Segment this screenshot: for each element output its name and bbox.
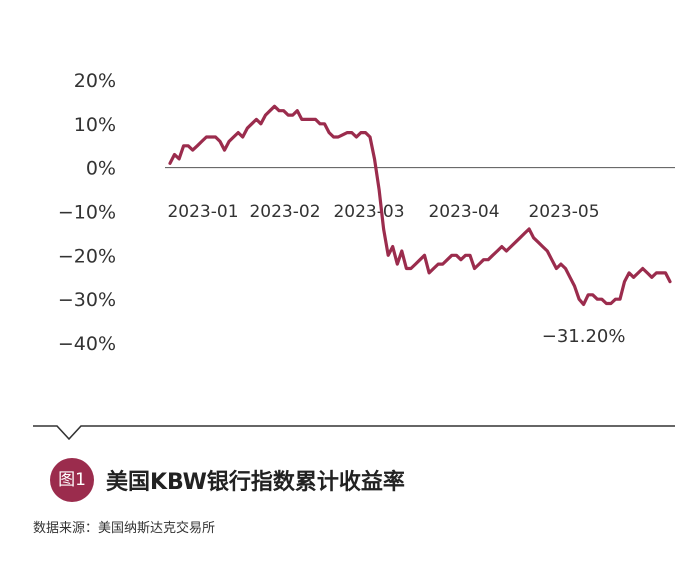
x-axis-ticks: 2023-01 2023-02 2023-03 2023-04 2023-05 xyxy=(167,202,599,222)
line-chart: 20%10%0%−10%−20%−30%−40% 2023-01 2023-02 2… xyxy=(58,70,675,355)
x-tick-label: 2023-01 xyxy=(167,202,238,222)
x-tick-label: 2023-04 xyxy=(428,202,499,222)
data-source-note: 数据来源：美国纳斯达克交易所 xyxy=(33,521,216,536)
y-axis-ticks: 20% 10% 0% −10% −20% −30% −40% xyxy=(58,70,116,355)
y-tick-label: 10% xyxy=(74,114,116,136)
x-tick-label: 2023-05 xyxy=(528,202,599,222)
y-tick-label: 20% xyxy=(74,70,116,92)
y-tick-label: −30% xyxy=(58,289,116,311)
y-tick-label: −10% xyxy=(58,202,116,224)
section-divider xyxy=(33,425,675,441)
y-tick-label: −40% xyxy=(58,333,116,355)
x-tick-label: 2023-02 xyxy=(249,202,320,222)
kbw-index-series-line xyxy=(168,104,672,306)
min-value-annotation: −31.20% xyxy=(542,326,626,347)
figure-number-badge: 图1 xyxy=(50,458,94,502)
y-tick-label: 0% xyxy=(86,158,116,180)
figure-title: 美国KBW银行指数累计收益率 xyxy=(106,470,405,495)
x-tick-label: 2023-03 xyxy=(333,202,404,222)
y-tick-label: −20% xyxy=(58,245,116,267)
